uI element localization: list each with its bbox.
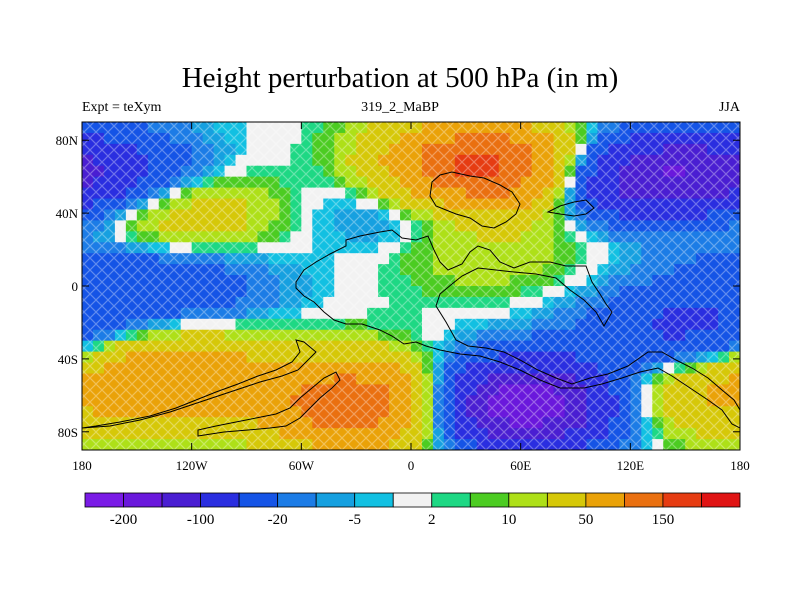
y-axis: 80N 40N 0 40S 80S bbox=[56, 133, 740, 440]
coastline-north bbox=[429, 171, 521, 229]
coastlines bbox=[82, 171, 740, 437]
colorbar-swatch bbox=[701, 492, 741, 508]
x-tick-label: 120W bbox=[176, 458, 209, 473]
experiment-label: Expt = teXym bbox=[82, 100, 162, 115]
colorbar-label: -5 bbox=[348, 512, 361, 528]
colorbar-swatch bbox=[508, 492, 548, 508]
colorbar bbox=[84, 492, 741, 508]
colorbar-label: 150 bbox=[652, 512, 675, 528]
colorbar-swatch bbox=[662, 492, 702, 508]
colorbar-swatch bbox=[624, 492, 664, 508]
chart-title: Height perturbation at 500 hPa (in m) bbox=[181, 62, 619, 94]
x-axis: 180 120W 60W 0 60E 120E 180 bbox=[72, 122, 750, 473]
x-tick-label: 120E bbox=[617, 458, 645, 473]
colorbar-swatch bbox=[84, 492, 124, 508]
colorbar-swatch bbox=[277, 492, 317, 508]
colorbar-swatch bbox=[238, 492, 279, 508]
y-tick-label: 0 bbox=[72, 279, 79, 294]
x-tick-label: 180 bbox=[730, 458, 750, 473]
colorbar-swatch bbox=[123, 492, 163, 508]
colorbar-label: -200 bbox=[110, 512, 138, 528]
period-label: 319_2_MaBP bbox=[361, 100, 439, 115]
hatch-overlay bbox=[82, 122, 740, 450]
colorbar-label: -20 bbox=[268, 512, 288, 528]
colorbar-swatch bbox=[392, 492, 433, 508]
x-tick-label: 180 bbox=[72, 458, 92, 473]
coastline-south bbox=[82, 339, 341, 437]
colorbar-labels: -200 -100 -20 -5 2 10 50 150 bbox=[110, 512, 674, 528]
colorbar-swatch bbox=[431, 492, 471, 508]
colorbar-swatch bbox=[200, 492, 240, 508]
colorbar-swatch bbox=[354, 492, 394, 508]
colorbar-label: 2 bbox=[428, 512, 436, 528]
colorbar-label: -100 bbox=[187, 512, 215, 528]
coastline-northeast bbox=[546, 199, 595, 217]
y-tick-label: 80S bbox=[58, 425, 78, 440]
x-tick-label: 0 bbox=[408, 458, 415, 473]
coastline-americas bbox=[295, 229, 740, 429]
colorbar-swatch bbox=[546, 492, 587, 508]
y-tick-label: 80N bbox=[56, 133, 79, 148]
x-tick-label: 60W bbox=[289, 458, 315, 473]
x-tick-label: 60E bbox=[510, 458, 531, 473]
colorbar-label: 50 bbox=[578, 512, 593, 528]
colorbar-swatch bbox=[315, 492, 356, 508]
colorbar-swatch bbox=[585, 492, 625, 508]
y-tick-label: 40S bbox=[58, 352, 78, 367]
colorbar-label: 10 bbox=[501, 512, 516, 528]
y-tick-label: 40N bbox=[56, 206, 79, 221]
season-label: JJA bbox=[718, 100, 740, 115]
colorbar-swatch bbox=[161, 492, 201, 508]
colorbar-swatch bbox=[469, 492, 510, 508]
